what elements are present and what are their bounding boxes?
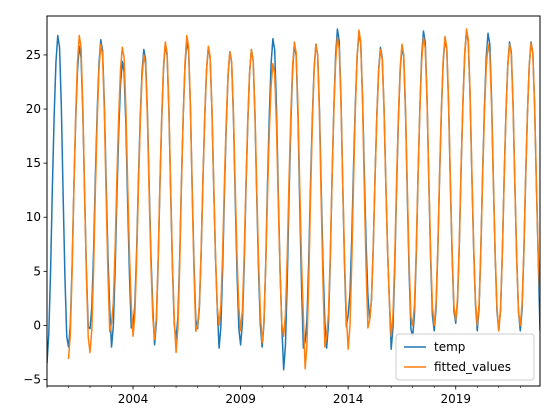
x-tick-label: 2014 <box>333 392 364 406</box>
y-tick-label: 0 <box>33 318 41 332</box>
legend: temp fitted_values <box>395 333 535 381</box>
x-tick-label: 2009 <box>225 392 256 406</box>
y-tick-label: 10 <box>26 210 41 224</box>
axes-layer: −5 0 5 10 15 20 25 2004 2009 2014 2019 <box>23 48 521 406</box>
x-tick-label: 2004 <box>118 392 149 406</box>
series-line-fitted-values <box>67 28 540 370</box>
series-layer <box>47 28 540 371</box>
x-tick-label: 2019 <box>440 392 471 406</box>
plot-frame <box>46 15 541 387</box>
series-line-temp <box>47 28 540 371</box>
legend-box <box>395 333 535 381</box>
y-tick-label: 25 <box>26 48 41 62</box>
y-tick-label: 15 <box>26 156 41 170</box>
legend-label-fitted-values: fitted_values <box>434 360 511 374</box>
legend-label-temp: temp <box>434 340 465 354</box>
y-tick-label: 5 <box>33 264 41 278</box>
y-tick-label: −5 <box>23 373 41 387</box>
y-tick-label: 20 <box>26 102 41 116</box>
